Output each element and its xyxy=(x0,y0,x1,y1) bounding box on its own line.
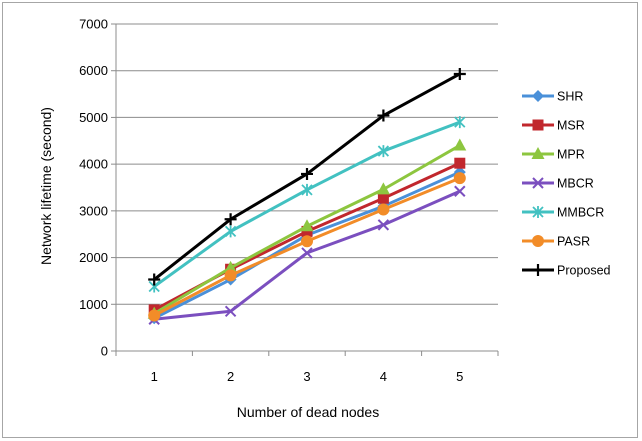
series-line-mmbcr xyxy=(153,120,461,288)
data-point-proposed xyxy=(148,273,161,286)
legend-label-mmbcr: MMBCR xyxy=(557,206,604,220)
data-point-mmbcr xyxy=(224,225,237,238)
data-point-pasr xyxy=(301,235,313,248)
data-point-pasr xyxy=(148,309,161,322)
legend-item-msr: MSR xyxy=(522,119,585,133)
data-point-pasr xyxy=(224,269,237,282)
data-point-mpr xyxy=(300,219,314,232)
series-mpr xyxy=(147,138,467,319)
data-point-msr xyxy=(377,192,389,204)
legend-marker-mbcr xyxy=(532,177,544,189)
legend-marker-proposed xyxy=(532,264,544,276)
series-layer xyxy=(147,67,467,325)
y-tick-label: 7000 xyxy=(79,17,108,32)
x-tick-label: 1 xyxy=(151,369,158,384)
data-point-mpr xyxy=(376,182,390,195)
y-tick-label: 1000 xyxy=(79,297,108,312)
legend-label-pasr: PASR xyxy=(557,235,590,249)
series-mmbcr xyxy=(148,116,466,293)
y-tick-label: 2000 xyxy=(79,250,108,265)
series-proposed xyxy=(148,67,466,286)
data-point-pasr xyxy=(377,203,390,216)
legend-item-mmbcr: MMBCR xyxy=(522,206,604,220)
data-point-mbcr xyxy=(377,219,390,231)
data-point-mmbcr xyxy=(454,116,466,129)
legend-item-proposed: Proposed xyxy=(522,264,611,278)
data-point-proposed xyxy=(301,167,313,180)
data-point-pasr xyxy=(453,172,466,185)
data-point-proposed xyxy=(377,109,390,122)
legend-item-mbcr: MBCR xyxy=(522,177,594,191)
x-axis-title: Number of dead nodes xyxy=(237,404,379,420)
data-point-mpr xyxy=(224,260,238,273)
legend: SHR MSR MPR MBCR MMBCR PASR Proposed xyxy=(522,90,611,278)
x-tick-label: 5 xyxy=(456,369,463,384)
legend-label-mpr: MPR xyxy=(557,148,585,162)
legend-item-pasr: PASR xyxy=(522,235,590,249)
data-point-msr xyxy=(454,157,466,169)
data-point-mbcr xyxy=(454,185,466,197)
legend-marker-pasr xyxy=(532,235,544,247)
legend-marker-mmbcr xyxy=(532,206,544,218)
data-point-proposed xyxy=(453,67,466,80)
x-tick-label: 3 xyxy=(303,369,310,384)
y-tick-label: 5000 xyxy=(79,110,108,125)
data-point-mpr xyxy=(453,138,467,151)
legend-label-mbcr: MBCR xyxy=(557,177,594,191)
y-tick-label: 3000 xyxy=(79,203,108,218)
data-point-msr xyxy=(301,225,313,237)
legend-item-mpr: MPR xyxy=(522,147,585,162)
data-point-mmbcr xyxy=(377,145,390,158)
legend-marker-mpr xyxy=(531,147,545,159)
data-point-mbcr xyxy=(224,305,237,318)
y-tick-label: 6000 xyxy=(79,63,108,78)
legend-item-shr: SHR xyxy=(522,90,583,104)
x-tick-label: 4 xyxy=(380,369,387,384)
x-tick-label: 2 xyxy=(227,369,234,384)
data-point-mbcr xyxy=(301,247,313,259)
gridlines xyxy=(116,23,498,305)
y-axis-title: Network lifetime (second) xyxy=(38,107,54,265)
y-tick-label: 0 xyxy=(101,344,108,359)
y-tick-label: 4000 xyxy=(79,157,108,172)
legend-marker-msr xyxy=(532,119,544,131)
legend-label-proposed: Proposed xyxy=(557,264,611,278)
legend-label-shr: SHR xyxy=(557,90,583,104)
legend-marker-shr xyxy=(532,90,544,102)
axes: 0 1000 2000 3000 4000 5000 6000 7000 1 2 3 4 5 xyxy=(79,17,499,384)
data-point-proposed xyxy=(224,213,237,226)
data-point-mmbcr xyxy=(301,183,313,196)
legend-label-msr: MSR xyxy=(557,119,585,133)
series-pasr xyxy=(148,172,466,322)
